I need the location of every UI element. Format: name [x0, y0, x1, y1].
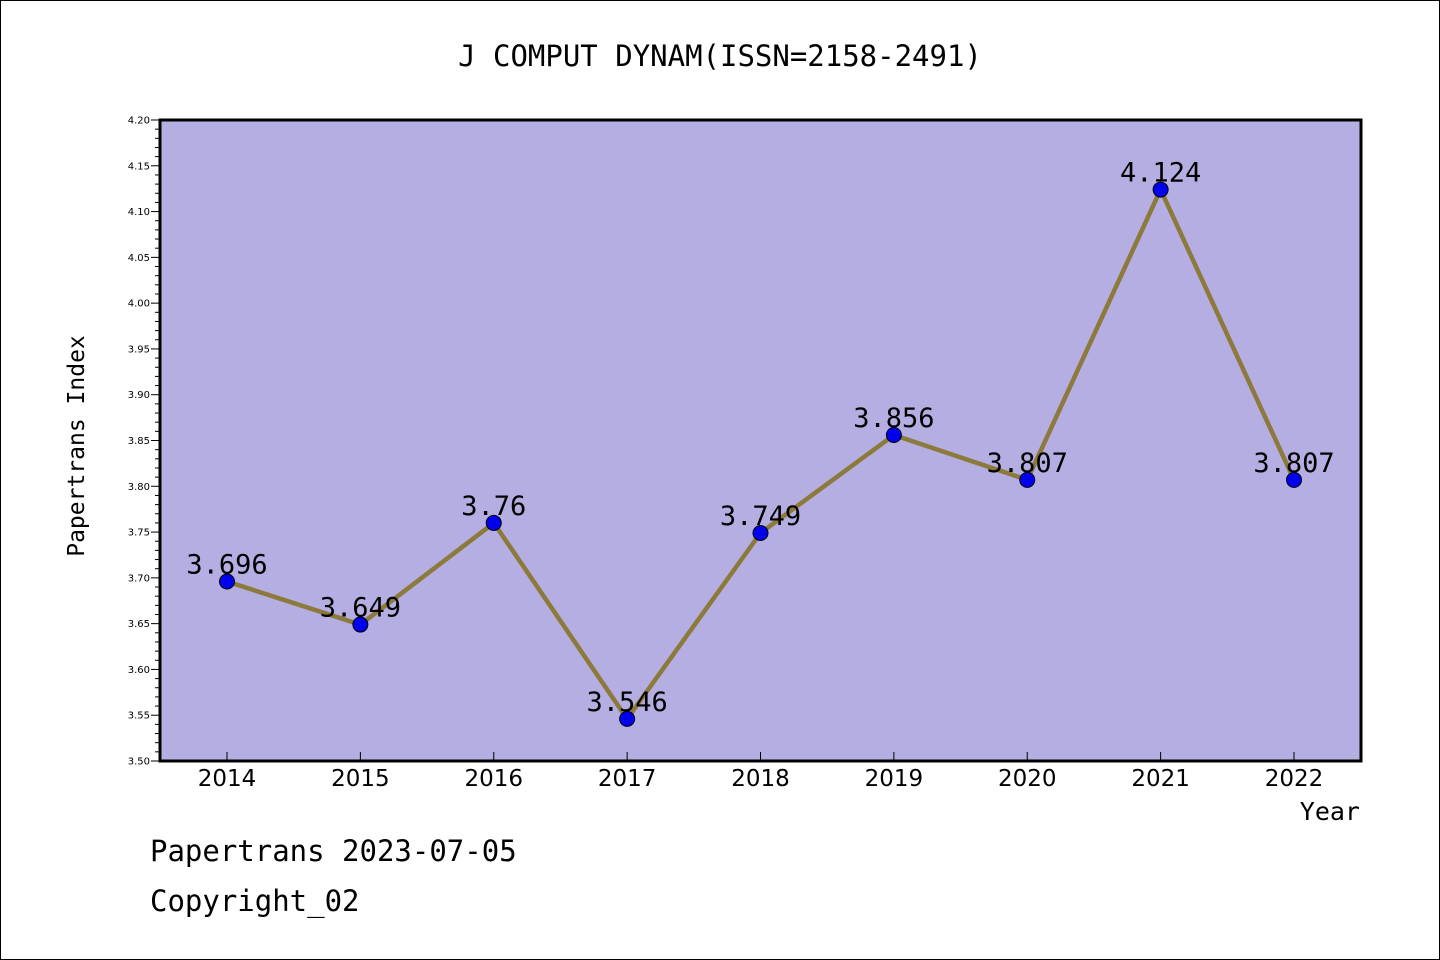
y-tick-label: 4.15 [128, 161, 150, 172]
x-axis: 2014 2015 2016 2017 2018 2019 2020 2021 2022 [198, 752, 1324, 792]
y-tick-label: 3.95 [128, 344, 150, 355]
x-tick-label: 2015 [331, 766, 390, 792]
x-tick-label: 2022 [1265, 766, 1324, 792]
data-label: 3.649 [320, 593, 401, 624]
y-tick-label: 3.80 [128, 482, 150, 493]
data-label: 3.807 [987, 448, 1068, 479]
x-tick-label: 2017 [598, 766, 657, 792]
y-tick-label: 3.65 [128, 619, 150, 630]
x-tick-label: 2019 [865, 766, 924, 792]
x-tick-label: 2016 [464, 766, 523, 792]
data-label: 3.696 [186, 550, 267, 581]
data-point-marker [752, 524, 769, 541]
y-axis: 3.50 3.55 3.60 3.65 3.70 3.75 3.80 3.85 3.90 3.95… [128, 116, 160, 768]
series-markers [219, 181, 1302, 727]
x-axis-label: Year [1300, 797, 1360, 826]
data-label: 3.807 [1253, 448, 1334, 479]
y-tick-label: 3.55 [128, 711, 150, 722]
y-tick-label: 3.90 [128, 390, 150, 401]
data-point-marker [219, 573, 235, 590]
y-tick-label: 4.10 [128, 207, 150, 218]
y-axis-label: Papertrans Index [64, 335, 90, 557]
data-labels: 3.696 3.649 3.76 3.546 3.749 3.856 3.807 4.124 3… [186, 158, 1334, 718]
x-tick-label: 2020 [998, 766, 1057, 792]
y-tick-label: 3.75 [128, 528, 150, 539]
data-label: 3.856 [853, 403, 934, 434]
x-tick-label: 2014 [198, 766, 257, 792]
y-tick-label: 3.60 [128, 665, 150, 676]
data-label: 4.124 [1120, 158, 1201, 189]
data-label: 3.76 [461, 491, 526, 522]
data-point-marker [485, 514, 502, 531]
footer-copyright-text: Copyright_02 [150, 884, 360, 918]
y-tick-label: 3.85 [128, 436, 150, 447]
plot-area [158, 118, 1363, 763]
chart-title: J COMPUT DYNAM(ISSN=2158-2491) [458, 39, 982, 73]
footer-date-text: Papertrans 2023-07-05 [150, 834, 517, 868]
data-label: 3.749 [720, 501, 801, 532]
y-tick-label: 4.00 [128, 299, 150, 310]
x-tick-label: 2021 [1131, 766, 1190, 792]
y-tick-label: 3.50 [128, 757, 150, 768]
data-label: 3.546 [586, 687, 667, 718]
y-tick-label: 3.70 [128, 573, 150, 584]
data-point-marker [1019, 471, 1036, 488]
data-point-marker [1286, 471, 1302, 488]
data-point-marker [352, 616, 369, 633]
y-tick-label: 4.20 [128, 116, 150, 127]
x-tick-label: 2018 [731, 766, 790, 792]
data-point-marker [885, 427, 902, 444]
y-tick-label: 4.05 [128, 253, 150, 264]
data-point-marker [619, 710, 636, 727]
data-point-marker [1152, 181, 1169, 198]
